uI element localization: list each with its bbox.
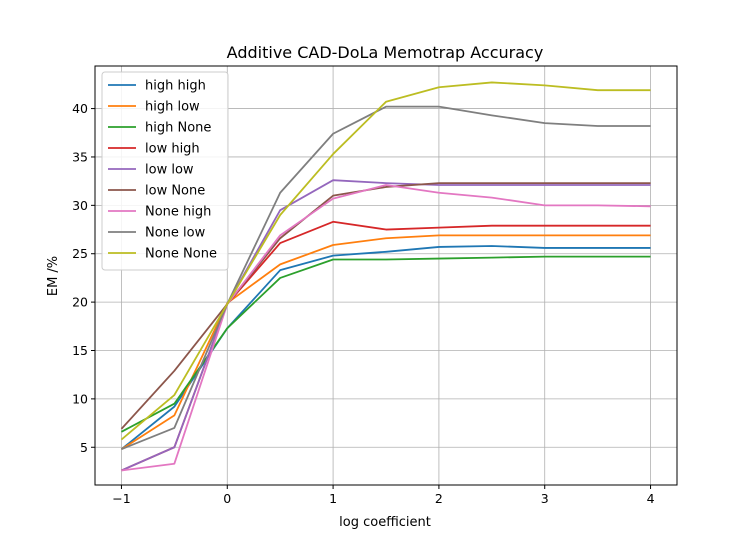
legend-label-low-low: low low [145,163,194,178]
x-tick-label: 4 [647,491,655,506]
y-tick-label: 15 [72,343,88,358]
series-line-none-low [121,105,651,451]
legend-label-low-none: low None [145,184,205,199]
legend-label-low-high: low high [145,142,200,157]
plot-frame [94,65,678,486]
legend-label-none-high: None high [145,205,211,220]
x-axis-label: log coefficient [339,515,431,530]
series-line-none-none [120,81,651,441]
y-tick-label: 5 [80,440,88,455]
legend-label-none-low: None low [145,226,206,241]
y-tick-label: 25 [72,246,88,261]
legend-label-none-none: None None [145,247,217,262]
x-tick-label: 3 [541,491,549,506]
series-line-high-low [120,234,651,450]
series-line-none-high [121,184,651,472]
legend-label-high-high: high high [145,79,206,94]
y-tick-label: 10 [72,391,88,406]
legend-box [101,71,229,271]
legend-label-high-low: high low [145,100,200,115]
x-tick-label: 2 [435,491,443,506]
x-tick-label: −1 [112,491,130,506]
y-axis-label: EM /% [46,256,61,296]
y-tick-label: 30 [72,198,88,213]
axis-ticks: −1 0 1 2 3 4 5 10 15 20 25 30 35 40 [72,101,654,506]
series-line-low-none [120,182,651,430]
x-tick-label: 1 [329,491,337,506]
x-tick-label: 0 [223,491,231,506]
series-line-low-low [121,179,651,472]
legend: high high high low high None low high low lo… [101,71,229,271]
legend-label-high-none: high None [145,121,211,136]
series-lines [120,81,651,472]
y-tick-label: 20 [72,295,88,310]
y-tick-label: 35 [72,149,88,164]
y-tick-label: 40 [72,101,88,116]
chart-title: Additive CAD-DoLa Memotrap Accuracy [227,43,544,62]
